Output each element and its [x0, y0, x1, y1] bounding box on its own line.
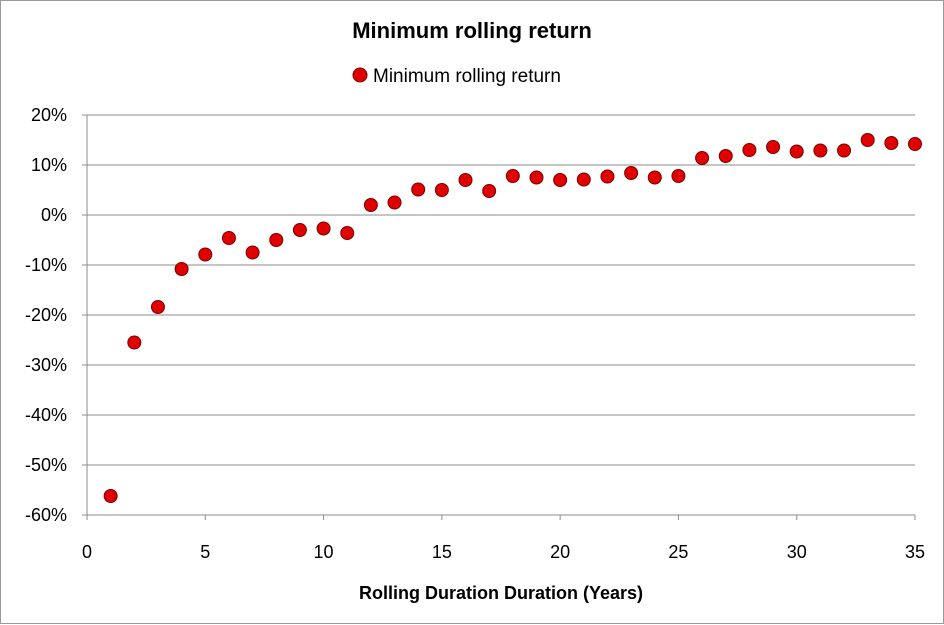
data-point	[292, 223, 307, 237]
y-tick-label: -40%	[25, 405, 67, 425]
x-tick-label: 35	[905, 542, 925, 562]
data-point	[458, 173, 473, 187]
chart-title: Minimum rolling return	[352, 18, 592, 43]
data-point	[387, 195, 402, 210]
data-point	[860, 133, 875, 147]
y-axis-ticks: 20% 10% 0% -10% -20% -30% -40% -50% -60%	[25, 105, 87, 525]
data-point	[766, 140, 781, 154]
data-point	[529, 170, 544, 185]
x-tick-label: 25	[668, 542, 688, 562]
data-point	[316, 221, 331, 236]
data-point	[884, 136, 899, 150]
x-axis-ticks: 0 5 10 15 20 25 30 35	[82, 515, 925, 562]
x-tick-label: 10	[314, 542, 334, 562]
x-tick-label: 0	[82, 542, 92, 562]
data-point	[576, 172, 591, 187]
y-tick-label: 0%	[41, 205, 67, 225]
data-point	[718, 149, 733, 163]
data-point	[363, 198, 378, 212]
data-point	[837, 143, 852, 158]
data-point	[127, 335, 142, 350]
y-tick-label: -20%	[25, 305, 67, 325]
data-point	[600, 169, 615, 184]
data-point	[221, 231, 236, 245]
data-points	[103, 133, 922, 503]
data-point	[340, 226, 355, 240]
data-point	[245, 245, 260, 260]
data-point	[553, 173, 568, 187]
x-tick-label: 20	[550, 542, 570, 562]
data-point	[411, 182, 426, 197]
data-point	[103, 489, 118, 503]
legend-marker	[352, 67, 368, 83]
y-tick-label: 10%	[31, 155, 67, 175]
data-point	[647, 170, 662, 185]
x-tick-label: 5	[200, 542, 210, 562]
x-tick-label: 15	[432, 542, 452, 562]
data-point	[482, 184, 497, 198]
data-point	[198, 247, 213, 262]
x-axis-label: Rolling Duration Duration (Years)	[359, 583, 643, 603]
data-point	[269, 233, 284, 247]
y-tick-label: -10%	[25, 255, 67, 275]
data-point	[671, 169, 686, 183]
y-tick-label: -50%	[25, 455, 67, 475]
y-tick-label: 20%	[31, 105, 67, 125]
data-point	[695, 151, 710, 165]
data-point	[789, 144, 804, 159]
data-point	[624, 166, 639, 180]
legend: Minimum rolling return	[352, 66, 561, 87]
data-point	[742, 143, 757, 157]
gridlines	[87, 114, 915, 516]
data-point	[150, 300, 165, 314]
x-tick-label: 30	[787, 542, 807, 562]
y-tick-label: -30%	[25, 355, 67, 375]
legend-label: Minimum rolling return	[373, 66, 561, 87]
data-point	[505, 169, 520, 183]
data-point	[908, 137, 922, 151]
y-tick-label: -60%	[25, 505, 67, 525]
data-point	[174, 262, 189, 276]
data-point	[434, 183, 449, 197]
data-point	[813, 143, 828, 158]
